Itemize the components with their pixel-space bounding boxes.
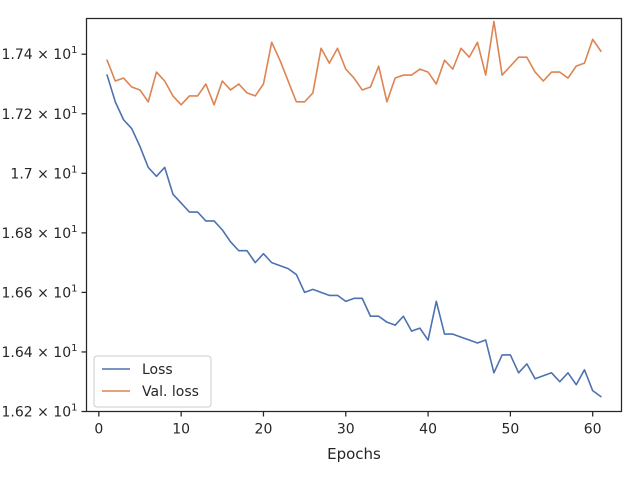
series-line-loss (106, 74, 602, 398)
legend: Loss Val. loss (93, 355, 212, 408)
series-line-val-loss (106, 20, 602, 106)
y-tick-label: 1.72 × 101 (2, 105, 78, 123)
y-tick-label: 1.7 × 101 (10, 164, 77, 182)
y-axis: 1.62 × 101 1.64 × 101 1.66 × 101 1.68 × 101… (2, 45, 87, 421)
y-tick-label: 1.62 × 101 (2, 403, 78, 421)
y-tick-label: 1.64 × 101 (2, 343, 78, 361)
y-tick-label: 1.68 × 101 (2, 224, 78, 242)
series-layer (106, 20, 602, 398)
legend-label: Loss (142, 362, 173, 378)
x-tick-label: 20 (255, 422, 273, 438)
x-tick-label: 0 (94, 422, 103, 438)
x-tick-label: 50 (501, 422, 519, 438)
x-tick-label: 10 (172, 422, 190, 438)
x-tick-label: 40 (419, 422, 437, 438)
x-axis: 0 10 20 30 40 50 60 (94, 411, 602, 438)
y-tick-label: 1.74 × 101 (2, 45, 78, 63)
y-tick-label: 1.66 × 101 (2, 283, 78, 301)
axes-frame (85, 17, 623, 413)
x-axis-title: Epochs (327, 445, 381, 463)
legend-label: Val. loss (142, 384, 199, 400)
x-tick-label: 60 (584, 422, 602, 438)
x-tick-label: 30 (337, 422, 355, 438)
